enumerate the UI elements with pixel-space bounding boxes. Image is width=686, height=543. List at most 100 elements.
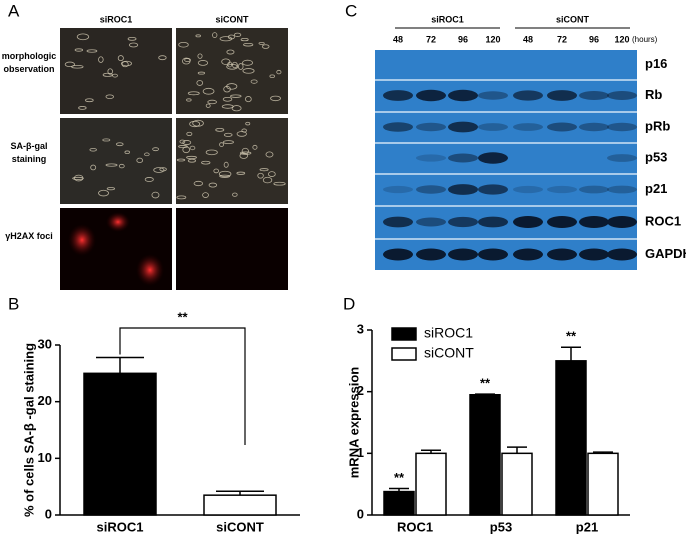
- band: [579, 216, 609, 228]
- cell: [98, 189, 109, 197]
- y-tick-label: 0: [357, 506, 364, 521]
- protein-label: p21: [645, 181, 667, 196]
- band: [513, 90, 543, 101]
- y-tick-label: 1: [357, 445, 364, 460]
- band: [448, 89, 478, 102]
- cell: [265, 151, 274, 158]
- y-axis-label: mRNA expression: [346, 367, 361, 479]
- cell: [236, 131, 247, 137]
- foci: [68, 224, 96, 256]
- cell: [64, 61, 75, 68]
- group-label: siROC1: [431, 14, 464, 24]
- protein-label: pRb: [645, 118, 670, 133]
- cell: [237, 63, 244, 70]
- image: [176, 28, 288, 114]
- legend-label: siROC1: [424, 325, 473, 341]
- cell: [221, 58, 231, 65]
- cell: [239, 152, 248, 159]
- band: [607, 216, 637, 228]
- band: [579, 91, 609, 100]
- band: [416, 217, 446, 227]
- band: [448, 121, 478, 133]
- error-bar: [216, 490, 264, 496]
- cell: [136, 157, 144, 164]
- cell: [85, 98, 94, 103]
- significance: **: [394, 470, 405, 485]
- band: [416, 122, 446, 132]
- cell: [202, 87, 215, 95]
- timepoint: 48: [523, 34, 533, 44]
- cell: [219, 36, 233, 42]
- cell: [151, 191, 160, 199]
- cell: [98, 56, 104, 63]
- error-bar: [561, 346, 581, 361]
- cell: [213, 168, 219, 174]
- band: [416, 154, 446, 162]
- cell: [189, 145, 196, 151]
- x-tick-label: siROC1: [97, 519, 144, 534]
- cell: [178, 41, 189, 48]
- cell: [115, 142, 124, 147]
- band: [416, 185, 446, 194]
- cell: [182, 146, 190, 154]
- band: [478, 248, 508, 261]
- band: [607, 122, 637, 132]
- cell: [74, 48, 84, 52]
- cell: [276, 69, 282, 75]
- cell: [182, 140, 192, 145]
- cell: [196, 80, 204, 86]
- cell: [205, 103, 211, 108]
- y-tick-label: 0: [45, 506, 52, 521]
- group-label: siCONT: [556, 14, 590, 24]
- cell: [233, 32, 242, 37]
- cell: [242, 68, 255, 74]
- error-bar: [475, 393, 495, 395]
- cell: [153, 167, 165, 173]
- cell: [219, 174, 231, 178]
- cells: [64, 32, 286, 200]
- cell: [179, 139, 186, 144]
- cell: [240, 37, 249, 42]
- cell: [106, 187, 116, 191]
- image: [176, 118, 288, 204]
- band: [607, 91, 637, 100]
- panel-letter: C: [345, 1, 357, 20]
- cell: [207, 99, 217, 105]
- cell: [144, 152, 150, 157]
- micrographs: [60, 28, 288, 290]
- cell: [76, 33, 90, 41]
- cell: [107, 68, 113, 75]
- image: [60, 118, 172, 204]
- x-tick-label: ROC1: [397, 519, 433, 534]
- timepoint: 48: [393, 34, 403, 44]
- cell: [127, 36, 137, 41]
- cell: [121, 60, 132, 67]
- cell: [226, 49, 235, 55]
- band: [383, 122, 413, 132]
- cell: [118, 163, 125, 169]
- error-bar: [593, 451, 613, 454]
- y-tick-label: 10: [38, 450, 52, 465]
- error-bar: [421, 449, 441, 454]
- cell: [195, 34, 201, 38]
- band: [383, 216, 413, 228]
- cell: [243, 42, 254, 47]
- unit: (hours): [632, 35, 658, 44]
- cell: [273, 181, 286, 186]
- row-label: morphologic observation: [1, 51, 57, 74]
- bar: [203, 494, 277, 516]
- band: [513, 185, 543, 194]
- cell: [187, 91, 200, 96]
- protein-label: GAPDH: [645, 246, 686, 261]
- cell: [268, 171, 276, 177]
- panel-letter: B: [8, 294, 19, 313]
- band: [513, 123, 543, 131]
- cell: [201, 160, 211, 165]
- cell: [176, 158, 186, 162]
- cell: [262, 176, 273, 184]
- significance: **: [480, 376, 491, 391]
- band: [448, 153, 478, 163]
- band: [383, 248, 413, 261]
- band: [547, 216, 577, 228]
- cell: [90, 164, 97, 171]
